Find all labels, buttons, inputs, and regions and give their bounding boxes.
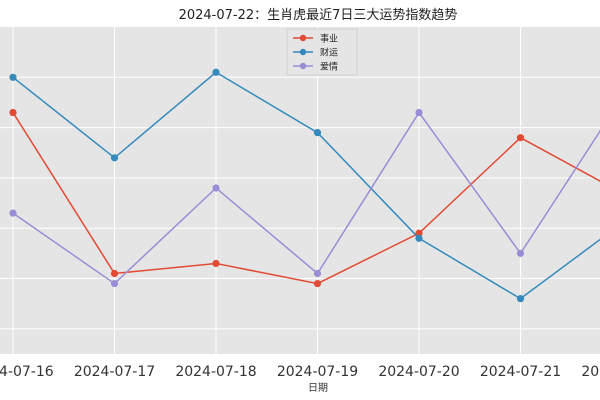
x-tick-label: 2024-07-19 bbox=[277, 364, 358, 380]
x-tick-label: 2024-07-17 bbox=[74, 364, 155, 380]
data-point bbox=[415, 108, 423, 117]
x-tick-label: 2024-07-20 bbox=[378, 364, 459, 380]
data-point bbox=[415, 229, 423, 237]
data-point bbox=[313, 129, 322, 137]
legend-label: 财运 bbox=[320, 47, 338, 59]
data-point bbox=[516, 249, 525, 257]
data-point bbox=[212, 259, 220, 268]
x-tick-label: 2024-07-18 bbox=[175, 364, 256, 380]
legend-marker bbox=[299, 48, 307, 56]
plot-area bbox=[0, 27, 600, 354]
legend-marker bbox=[299, 62, 307, 70]
x-tick-label: 2024-07-21 bbox=[480, 364, 561, 380]
data-point bbox=[110, 269, 119, 278]
data-point bbox=[415, 234, 423, 242]
x-tick-labels: 2024-07-16 2024-07-17 2024-07-18 2024-07-19… bbox=[0, 364, 600, 380]
data-point bbox=[516, 295, 525, 303]
data-point bbox=[212, 68, 220, 76]
x-tick-label: 2024-07-22 bbox=[581, 364, 600, 380]
data-point bbox=[516, 134, 525, 142]
grid-lines bbox=[0, 27, 600, 354]
x-axis-label: 日期 bbox=[308, 382, 328, 394]
data-point bbox=[313, 279, 322, 288]
data-point bbox=[212, 184, 220, 192]
data-point bbox=[9, 108, 17, 117]
data-point bbox=[9, 209, 17, 217]
data-point bbox=[110, 154, 119, 162]
legend-label: 爱情 bbox=[320, 61, 338, 73]
legend-marker bbox=[299, 34, 307, 42]
series-layer bbox=[9, 68, 600, 303]
legend-label: 事业 bbox=[320, 33, 338, 45]
data-point bbox=[9, 73, 17, 81]
chart-title: 2024-07-22：生肖虎最近7日三大运势指数趋势 bbox=[179, 7, 458, 23]
data-point bbox=[313, 269, 322, 278]
data-point bbox=[110, 279, 119, 288]
x-tick-label: 2024-07-16 bbox=[0, 364, 54, 380]
